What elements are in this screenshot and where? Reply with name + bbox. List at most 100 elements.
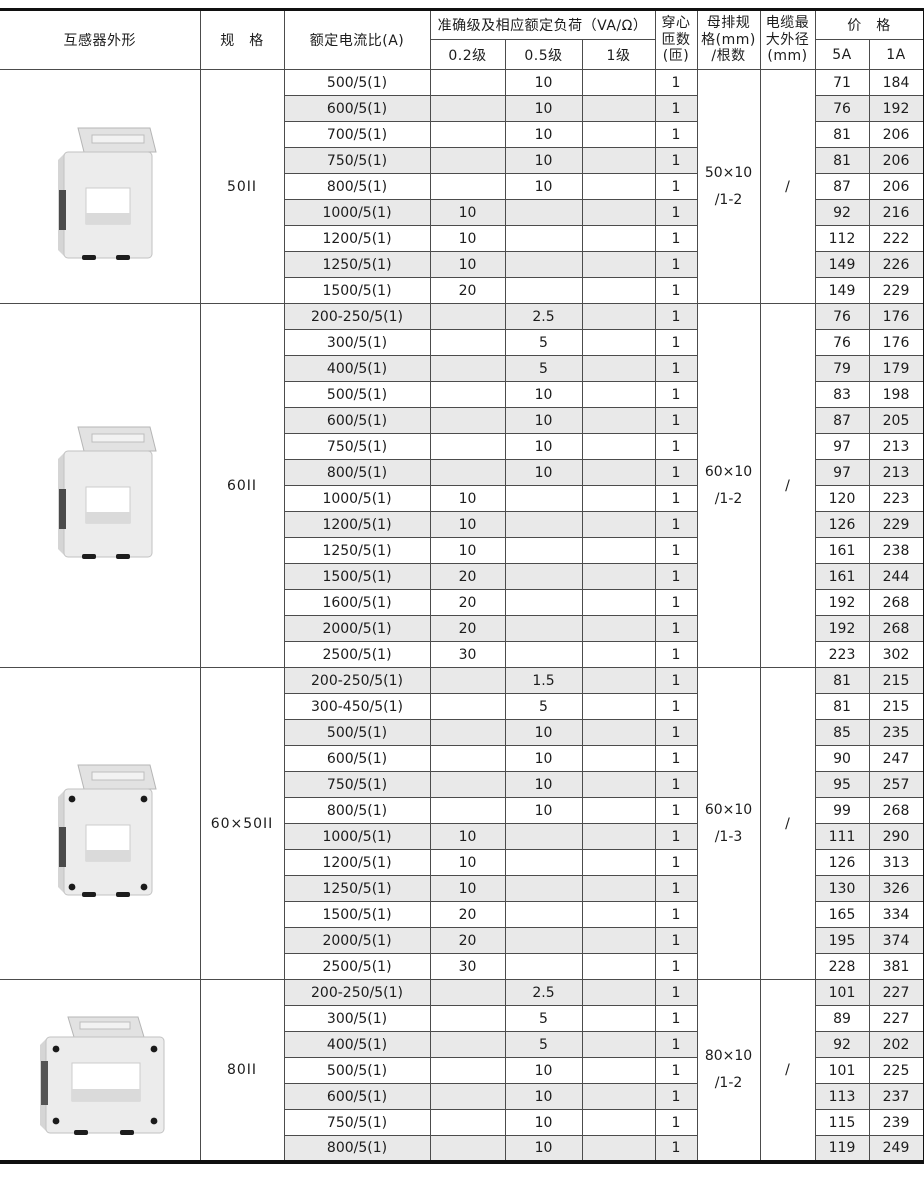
acc-0-5-cell: [504, 199, 583, 226]
busbar-cell: 80×10 /1-2: [696, 979, 761, 1162]
turns-cell: 1: [654, 537, 698, 564]
table-row: 700/5(1) 10 1 81 206: [0, 121, 924, 148]
price-1a-cell: 381: [868, 953, 924, 980]
busbar-cell: 60×10 /1-3: [696, 667, 761, 980]
acc-0-2-cell: [429, 407, 506, 434]
transformer-image: [39, 1016, 165, 1135]
acc-1-cell: [581, 823, 656, 850]
acc-0-2-cell: 20: [429, 589, 506, 616]
table-row: 60×50II 200-250/5(1) 1.5 1 60×10 /1-3/81 215: [0, 667, 924, 980]
acc-0-5-cell: 10: [504, 1109, 583, 1136]
turns-cell: 1: [654, 69, 698, 96]
spec-cell: 60×50II: [199, 667, 285, 980]
ratio-cell: 1500/5(1): [283, 901, 431, 928]
turns-cell: 1: [654, 173, 698, 200]
table-row: 1000/5(1) 10 1 111 290: [0, 823, 924, 850]
header-cable: 电缆最 大外径 (mm): [759, 9, 816, 70]
table-row: 750/5(1) 10 1 97 213: [0, 433, 924, 460]
transformer-photo-cell: [0, 303, 201, 668]
price-1a-cell: 206: [868, 121, 924, 148]
busbar-cell: 60×10 /1-2: [696, 303, 761, 668]
ratio-cell: 1250/5(1): [283, 875, 431, 902]
acc-0-5-cell: 10: [504, 745, 583, 772]
ratio-cell: 2500/5(1): [283, 641, 431, 668]
ratio-cell: 600/5(1): [283, 745, 431, 772]
header-appearance: 互感器外形: [0, 9, 201, 70]
price-1a-cell: 374: [868, 927, 924, 954]
acc-0-2-cell: 30: [429, 953, 506, 980]
price-1a-cell: 229: [868, 277, 924, 304]
price-5a-cell: 81: [814, 147, 870, 174]
ratio-cell: 1250/5(1): [283, 251, 431, 278]
turns-cell: 1: [654, 901, 698, 928]
price-5a-cell: 161: [814, 537, 870, 564]
acc-1-cell: [581, 173, 656, 200]
price-5a-cell: 228: [814, 953, 870, 980]
acc-0-5-cell: [504, 251, 583, 278]
ratio-cell: 1200/5(1): [283, 849, 431, 876]
price-1a-cell: 202: [868, 1031, 924, 1058]
ratio-cell: 750/5(1): [283, 433, 431, 460]
acc-1-cell: [581, 1135, 656, 1162]
price-1a-cell: 216: [868, 199, 924, 226]
turns-cell: 1: [654, 121, 698, 148]
acc-1-cell: [581, 979, 656, 1006]
turns-cell: 1: [654, 693, 698, 720]
ratio-cell: 300/5(1): [283, 1005, 431, 1032]
acc-0-2-cell: [429, 147, 506, 174]
acc-1-cell: [581, 797, 656, 824]
header-accuracy-group: 准确级及相应额定负荷（VA/Ω）: [429, 9, 656, 40]
ratio-cell: 500/5(1): [283, 69, 431, 96]
transformer-image: [57, 426, 157, 559]
ratio-cell: 200-250/5(1): [283, 979, 431, 1006]
table-row: 1250/5(1) 10 1 161 238: [0, 537, 924, 564]
ratio-cell: 1000/5(1): [283, 199, 431, 226]
cable-cell: /: [759, 303, 816, 668]
ratio-cell: 300-450/5(1): [283, 693, 431, 720]
price-5a-cell: 112: [814, 225, 870, 252]
ratio-cell: 600/5(1): [283, 1083, 431, 1110]
header-price-5a: 5A: [814, 39, 870, 70]
ratio-cell: 200-250/5(1): [283, 303, 431, 330]
price-5a-cell: 165: [814, 901, 870, 928]
acc-0-5-cell: 5: [504, 355, 583, 382]
acc-0-2-cell: [429, 95, 506, 122]
acc-0-2-cell: 20: [429, 277, 506, 304]
turns-cell: 1: [654, 797, 698, 824]
turns-cell: 1: [654, 849, 698, 876]
turns-cell: 1: [654, 95, 698, 122]
price-5a-cell: 99: [814, 797, 870, 824]
acc-1-cell: [581, 511, 656, 538]
acc-0-2-cell: [429, 329, 506, 356]
price-5a-cell: 115: [814, 1109, 870, 1136]
acc-0-2-cell: 30: [429, 641, 506, 668]
price-1a-cell: 326: [868, 875, 924, 902]
price-1a-cell: 249: [868, 1135, 924, 1162]
header-busbar: 母排规 格(mm) /根数: [696, 9, 761, 70]
price-5a-cell: 97: [814, 459, 870, 486]
transformer-image: [57, 127, 157, 260]
header-price-1a: 1A: [868, 39, 924, 70]
acc-1-cell: [581, 563, 656, 590]
acc-0-5-cell: 10: [504, 1083, 583, 1110]
acc-1-cell: [581, 719, 656, 746]
acc-0-2-cell: 10: [429, 511, 506, 538]
acc-0-2-cell: [429, 1031, 506, 1058]
ratio-cell: 400/5(1): [283, 1031, 431, 1058]
turns-cell: 1: [654, 433, 698, 460]
price-5a-cell: 76: [814, 95, 870, 122]
ratio-cell: 1000/5(1): [283, 823, 431, 850]
price-1a-cell: 215: [868, 667, 924, 694]
price-5a-cell: 87: [814, 407, 870, 434]
turns-cell: 1: [654, 667, 698, 694]
spec-cell: 80II: [199, 979, 285, 1162]
acc-1-cell: [581, 381, 656, 408]
cable-cell: /: [759, 667, 816, 980]
acc-1-cell: [581, 1005, 656, 1032]
table-row: 500/5(1) 10 1 101 225: [0, 1057, 924, 1084]
acc-0-5-cell: 5: [504, 329, 583, 356]
acc-0-5-cell: [504, 511, 583, 538]
acc-1-cell: [581, 927, 656, 954]
acc-0-2-cell: 20: [429, 615, 506, 642]
turns-cell: 1: [654, 329, 698, 356]
